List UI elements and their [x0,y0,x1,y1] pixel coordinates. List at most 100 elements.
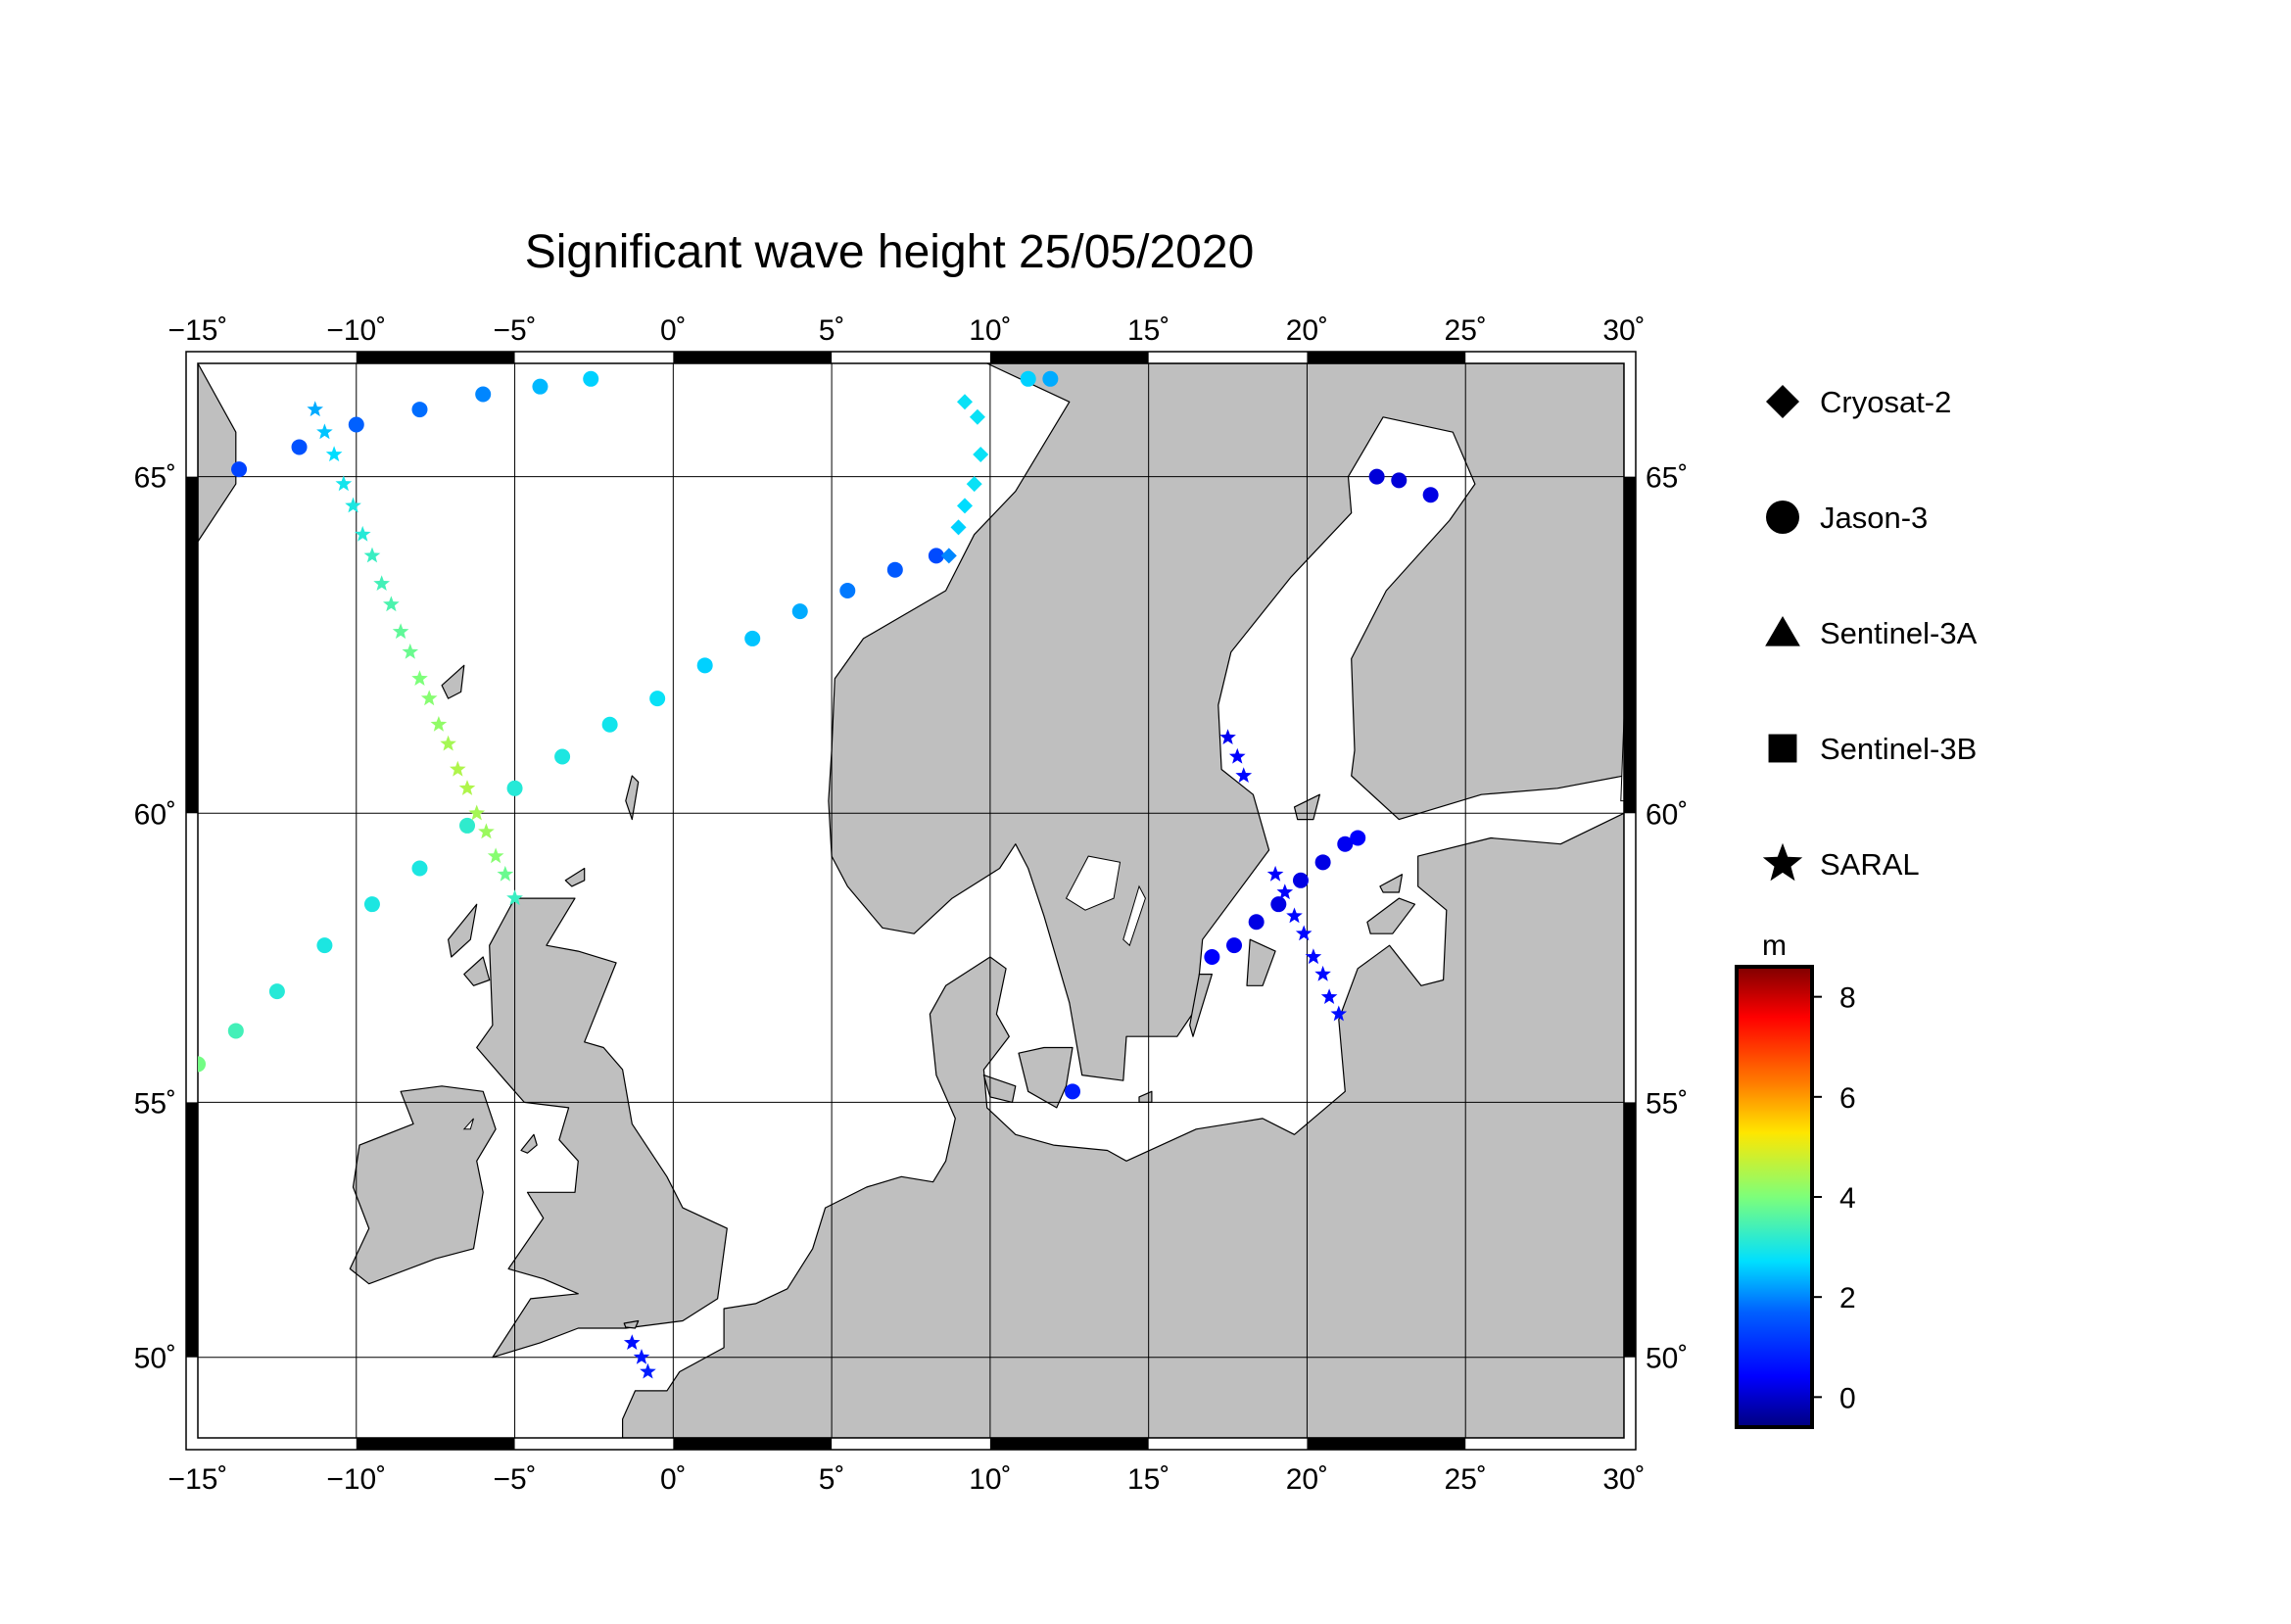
data-point [291,439,308,455]
data-point [1228,747,1246,764]
data-point [1276,884,1294,900]
legend-marker-star-icon [1762,842,1803,882]
land-isle-of-man [520,1133,538,1154]
track-saral-7 [307,401,523,906]
data-point [839,583,856,599]
data-point [458,780,476,795]
data-point [1314,965,1331,981]
data-point [1248,914,1265,931]
data-point [363,547,381,563]
data-point [348,416,364,433]
lon-label-top: 25˚ [1445,314,1487,347]
land-iceland [198,363,237,543]
map-frame [185,351,1637,1451]
legend: Cryosat-2 Jason-3 Sentinel-3A Sentinel-3B SA… [1762,385,1978,882]
frame-bar-right-3 [1624,476,1636,814]
data-point [411,670,428,686]
data-point [363,896,380,913]
lat-label-left: 50˚ [134,1343,176,1375]
data-point [227,1023,244,1039]
frame-inner [197,362,1625,1439]
data-point [316,423,333,440]
legend-label: Sentinel-3B [1820,732,1977,766]
data-point [950,519,967,536]
legend-marker-diamond-icon [1766,385,1799,418]
data-point [1314,854,1331,871]
frame-outer [185,351,1637,1451]
land-lewis [448,903,478,958]
data-point [649,691,666,707]
lon-label-bottom: 15˚ [1127,1463,1169,1496]
data-point [1219,729,1236,744]
data-point [957,498,974,514]
lon-label-bottom: −15˚ [168,1463,228,1496]
track-jason-3-0 [231,370,599,478]
lat-label-right: 60˚ [1646,798,1688,831]
lon-label-top: 0˚ [660,314,687,347]
data-point [316,937,333,954]
lon-label-top: 20˚ [1286,314,1328,347]
data-point [1320,988,1338,1004]
legend-label: Cryosat-2 [1820,385,1951,419]
tick-labels: −15˚ −15˚ −10˚ −10˚ −5˚ −5˚ 0˚ 0˚ 5˚ 5˚ 10˚ 10˚ 15˚ 1… [134,314,1689,1496]
track-jason-3-3 [1204,830,1366,965]
data-point [640,1362,656,1379]
track-jason-3-1 [198,548,944,1073]
data-point [345,497,361,513]
data-point [554,748,571,765]
data-point [1368,468,1385,485]
land-zealand [1018,1046,1074,1109]
lon-label-top: 30˚ [1602,314,1645,347]
land-oland [1189,974,1213,1037]
lat-label-right: 65˚ [1646,462,1688,495]
colorbar-tick-label: 0 [1839,1382,1856,1414]
land-ireland [349,1085,497,1285]
lon-label-bottom: 25˚ [1445,1463,1487,1496]
data-point [966,476,982,493]
lake-vattern [1122,884,1146,947]
land-great-britain [476,897,728,1359]
data-point [430,716,448,732]
lat-label-right: 55˚ [1646,1087,1688,1120]
frame-bar-right-1 [1624,1102,1636,1358]
colorbar-tick-label: 6 [1839,1082,1856,1115]
land-mask [198,363,1624,1438]
data-point [532,378,549,395]
frame-bar-top-7 [1307,352,1466,363]
land-saaremaa [1366,897,1416,934]
track-jason-3-5 [1368,468,1439,503]
land-shetland [625,775,640,821]
data-point [1266,865,1284,882]
frame-bar-top-5 [989,352,1149,363]
data-point [268,983,285,1000]
legend-label: Jason-3 [1820,501,1928,535]
frame-bar-left-1 [186,1102,198,1358]
data-point [940,548,957,564]
data-point [1226,937,1243,954]
land-funen [982,1075,1017,1103]
data-point [1235,767,1253,783]
data-point [1286,907,1303,924]
frame-bar-bottom-1 [356,1438,515,1450]
lon-label-bottom: 10˚ [969,1463,1011,1496]
data-point [411,402,428,418]
data-point [468,804,486,821]
frame-bar-top-1 [356,352,515,363]
lat-label-left: 55˚ [134,1087,176,1120]
data-point [928,548,944,564]
lat-label-left: 65˚ [134,462,176,495]
track-saral-8 [1219,729,1253,783]
data-point [1337,836,1354,852]
lake-lough-neagh [462,1118,474,1130]
land-orkney [564,867,586,887]
data-point [475,386,492,403]
data-point [198,1056,206,1073]
colorbar-gradient [1735,965,1814,1429]
lon-label-bottom: −5˚ [493,1463,536,1496]
data-point [1350,830,1366,846]
colorbar-tick-label: 4 [1839,1182,1856,1215]
lon-label-top: −5˚ [493,314,536,347]
data-point [440,735,456,751]
data-point [973,447,989,463]
data-point [354,525,371,542]
